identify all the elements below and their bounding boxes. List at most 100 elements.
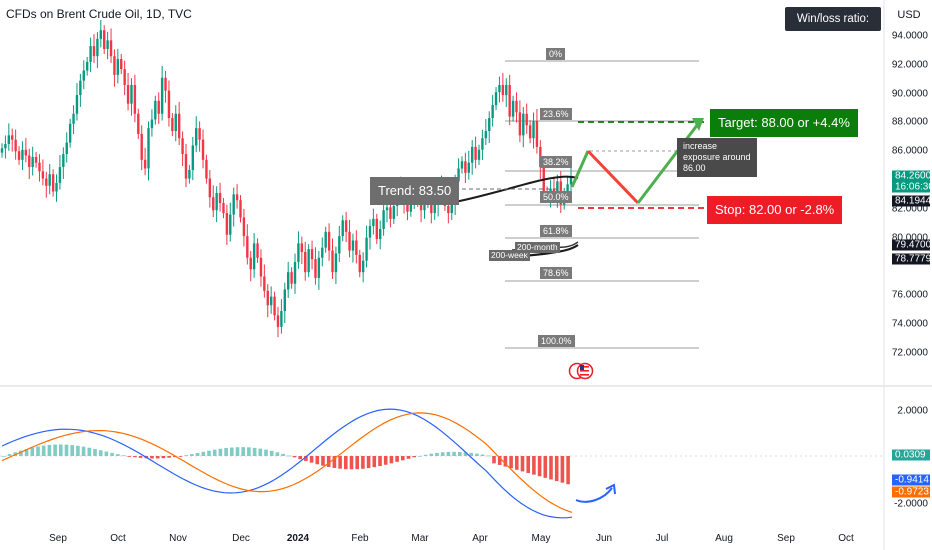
candle-body xyxy=(109,40,113,57)
candle-body xyxy=(72,113,75,124)
candle-body xyxy=(143,159,147,169)
candle-body xyxy=(334,253,338,273)
candle-body xyxy=(177,113,181,139)
candle-body xyxy=(229,214,232,235)
candle-body xyxy=(276,315,280,327)
macd-histogram-bar xyxy=(452,451,456,456)
stop-callout[interactable]: Stop: 82.00 or -2.8% xyxy=(707,196,843,224)
note-callout[interactable]: increase exposure around 86.00 xyxy=(677,138,757,177)
candle-body xyxy=(85,61,89,71)
macd-histogram-bar xyxy=(224,448,228,456)
candle-body xyxy=(297,243,300,263)
macd-line xyxy=(1,408,573,519)
candle-body xyxy=(361,260,365,273)
macd-histogram-bar xyxy=(435,452,439,456)
macd-histogram-bar xyxy=(247,447,251,456)
candle-body xyxy=(75,95,79,114)
macd-histogram-bar xyxy=(7,454,12,456)
candle-body xyxy=(140,133,143,160)
macd-histogram-bar xyxy=(64,444,69,456)
target-callout[interactable]: Target: 88.00 or +4.4% xyxy=(710,109,858,137)
fib-label-0: 0% xyxy=(546,48,566,60)
macd-histogram-bar xyxy=(566,456,570,485)
macd-histogram-bar xyxy=(298,456,302,460)
macd-histogram-bar xyxy=(87,447,92,456)
candle-body xyxy=(358,254,361,273)
candle-body xyxy=(511,100,515,117)
macd-histogram-bar xyxy=(366,456,371,469)
macd-histogram-bar xyxy=(395,456,399,462)
macd-histogram-bar xyxy=(309,456,314,463)
macd-histogram-bar xyxy=(212,449,217,456)
macd-histogram-bar xyxy=(509,456,513,469)
candle-body xyxy=(164,77,167,91)
candle-body xyxy=(528,125,532,139)
ema-value-tag: 84.1944 xyxy=(892,195,931,207)
candle-body xyxy=(310,249,314,260)
candle-body xyxy=(147,128,150,169)
sma-200-week-tag: 79.4700 xyxy=(892,239,931,251)
bullish-cross-arrow xyxy=(575,487,613,503)
candle-body xyxy=(447,205,450,214)
trend-ma-line xyxy=(454,175,579,203)
symbol-title[interactable]: CFDs on Brent Crude Oil, 1D, TVC xyxy=(6,7,192,21)
candle-body xyxy=(378,228,382,240)
signal-line-tag: -0.9723 xyxy=(892,486,930,498)
macd-histogram-bar xyxy=(207,450,211,456)
time-axis-label: Jul xyxy=(655,533,669,544)
macd-histogram-bar xyxy=(463,452,468,456)
candle-body xyxy=(317,257,321,278)
ma-label-200-week: 200-week xyxy=(489,250,530,261)
candle-body xyxy=(7,135,11,144)
fib-label-23: 23.6% xyxy=(540,108,572,120)
macd-histogram-bar xyxy=(167,456,171,458)
candle-body xyxy=(92,46,96,57)
candle-body xyxy=(430,197,433,214)
candle-body xyxy=(423,203,426,211)
macd-histogram-bar xyxy=(230,447,234,456)
candle-body xyxy=(225,213,229,235)
candle-body xyxy=(126,84,130,104)
macd-histogram-bar xyxy=(161,456,166,459)
fib-label-100: 100.0% xyxy=(538,335,575,347)
candle-body xyxy=(290,272,293,284)
candle-body xyxy=(38,162,41,172)
macd-histogram-bar xyxy=(554,456,559,482)
overlays xyxy=(454,118,708,260)
macd-histogram-bar xyxy=(30,447,35,456)
candle-body xyxy=(300,243,304,252)
candle-body xyxy=(433,204,436,214)
price-axis-label: 90.0000 xyxy=(891,88,928,100)
time-axis-label: Oct xyxy=(838,533,854,544)
candle-body xyxy=(24,149,28,156)
macd-histogram-bar xyxy=(378,456,382,467)
time-axis-label: Mar xyxy=(411,533,429,544)
macd-line-tag: -0.9414 xyxy=(892,474,930,486)
trend-callout[interactable]: Trend: 83.50 xyxy=(370,177,460,205)
candle-body xyxy=(535,120,539,147)
macd-histogram-bar xyxy=(258,448,263,456)
fibonacci-levels xyxy=(505,60,699,349)
candle-body xyxy=(191,145,195,170)
ma-label-200-month: 200-month xyxy=(515,242,560,253)
macd-histogram-bar xyxy=(264,449,268,456)
macd-histogram-bar xyxy=(526,456,530,474)
sma-200-month-tag: 78.7779 xyxy=(892,253,931,265)
macd-axis-top: 2.0000 xyxy=(897,405,928,417)
macd-histogram-bar xyxy=(304,456,308,461)
macd-histogram-bar xyxy=(429,453,434,456)
candle-body xyxy=(167,90,171,119)
candle-body xyxy=(283,289,286,312)
candle-body xyxy=(28,155,31,168)
macd-histogram-bar xyxy=(549,456,553,480)
currency-button[interactable]: USD xyxy=(897,9,921,21)
candle-body xyxy=(0,148,4,153)
macd-histogram-bar xyxy=(412,456,416,458)
macd-histogram-bar xyxy=(218,448,223,456)
candle-body xyxy=(269,296,273,306)
fib-label-50: 50.0% xyxy=(540,191,572,203)
candle-body xyxy=(14,139,17,152)
us-flag-event-icon[interactable] xyxy=(568,362,594,380)
